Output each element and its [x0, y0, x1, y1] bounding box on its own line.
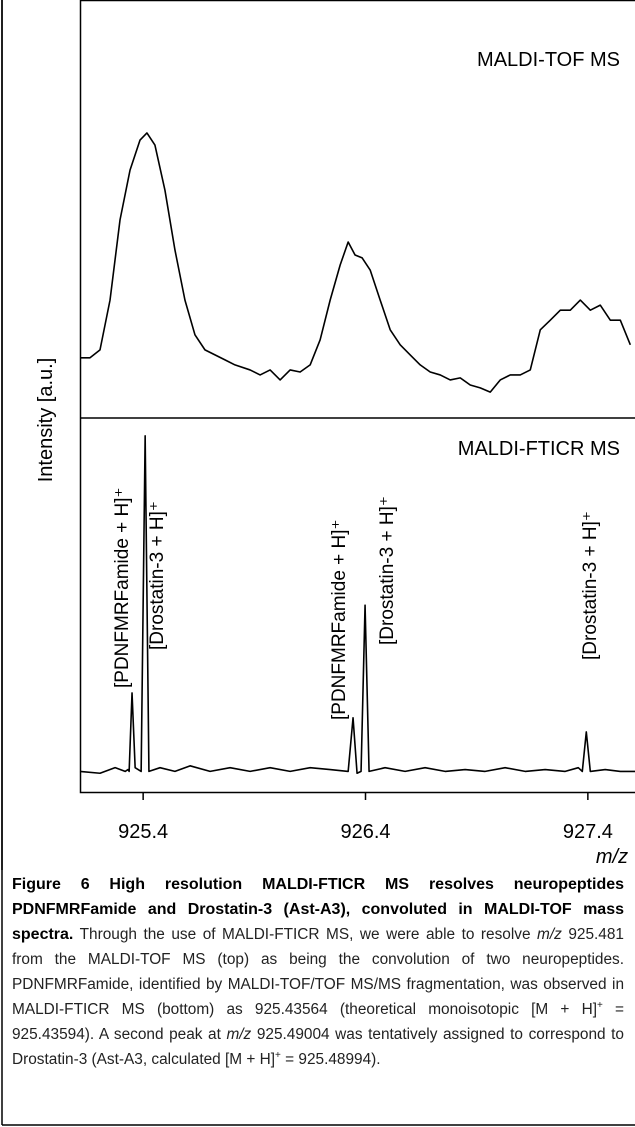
caption-text: + — [596, 999, 603, 1011]
peak-annotation: [PDNFMRFamide + H]⁺ — [329, 519, 350, 720]
caption-text: 925.49004 was tentatively assigned to co… — [12, 1026, 624, 1068]
peak-annotation: [Drostatin-3 + H]⁺ — [377, 496, 398, 645]
panel-title: MALDI-FTICR MS — [458, 438, 620, 460]
chart: MALDI-TOF MS MALDI-FTICR MS Intensity [a… — [1, 0, 635, 870]
caption-text: Through the use of MALDI-FTICR MS, we we… — [79, 926, 538, 943]
figure-label: Figure 6 — [12, 876, 90, 893]
x-tick-label: 925.4 — [118, 821, 168, 843]
y-axis-label: Intensity [a.u.] — [35, 358, 57, 483]
caption: Figure 6 High resolution MALDI-FTICR MS … — [12, 872, 624, 1072]
x-tick-label: 926.4 — [340, 821, 390, 843]
plot-frame — [79, 0, 635, 794]
caption-text: m/z — [537, 926, 562, 943]
x-tick-label: 927.4 — [563, 821, 613, 843]
caption-text: m/z — [226, 1026, 252, 1043]
figure-title: High resolution MALDI-FTICR MS resolves … — [12, 876, 625, 943]
caption-text: = 925.48994). — [280, 1051, 381, 1068]
peak-annotation: [PDNFMRFamide + H]⁺ — [112, 487, 133, 688]
caption-text: + — [275, 1049, 281, 1061]
peak-annotation: [Drostatin-3 + H]⁺ — [580, 511, 601, 660]
spectrum-line — [80, 132, 632, 393]
panel-title: MALDI-TOF MS — [477, 49, 620, 71]
x-axis-label: m/z — [596, 846, 628, 868]
spectrum-line — [79, 435, 635, 775]
caption-text: 925.481 from the MALDI-TOF MS (top) as b… — [12, 926, 624, 1018]
peak-annotation: [Drostatin-3 + H]⁺ — [147, 501, 168, 650]
caption-text: = 925.43594). A second peak at — [12, 1001, 625, 1043]
